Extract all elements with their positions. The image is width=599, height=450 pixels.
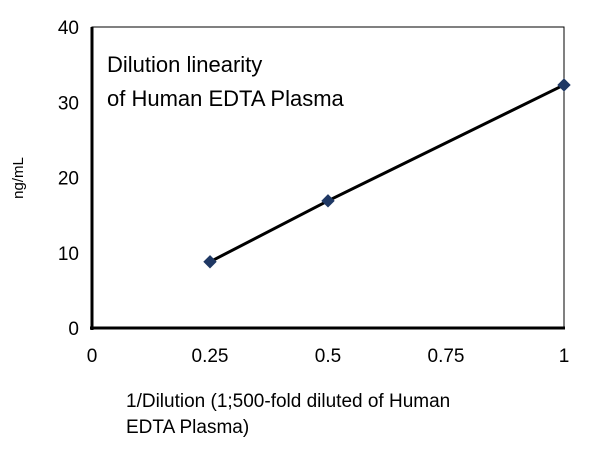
data-point-marker [321, 194, 335, 208]
annotation-line-2: of Human EDTA Plasma [107, 86, 345, 111]
annotation-line-1: Dilution linearity [107, 52, 262, 77]
data-point-marker [557, 78, 571, 92]
x-tick-labels: 0 0.25 0.5 0.75 1 [87, 346, 570, 367]
y-tick-labels: 0 10 20 30 40 [58, 18, 79, 340]
x-tick-label: 0.25 [192, 346, 229, 367]
x-tick-label: 0.5 [315, 346, 341, 367]
plot-area [91, 26, 565, 329]
series-group [203, 78, 571, 269]
x-axis-label-line-1: 1/Dilution (1;500-fold diluted of Human [126, 391, 450, 412]
x-tick-label: 1 [559, 346, 570, 367]
x-tick-label: 0.75 [428, 346, 465, 367]
x-axis-label-line-2: EDTA Plasma) [126, 417, 249, 438]
y-axis-label: ng/mL [10, 157, 27, 199]
y-tick-label: 0 [68, 319, 79, 340]
data-point-marker [203, 255, 217, 269]
y-tick-label: 10 [58, 244, 79, 265]
y-tick-label: 20 [58, 169, 79, 190]
x-tick-label: 0 [87, 346, 98, 367]
y-tick-label: 40 [58, 18, 79, 39]
y-tick-label: 30 [58, 93, 79, 114]
